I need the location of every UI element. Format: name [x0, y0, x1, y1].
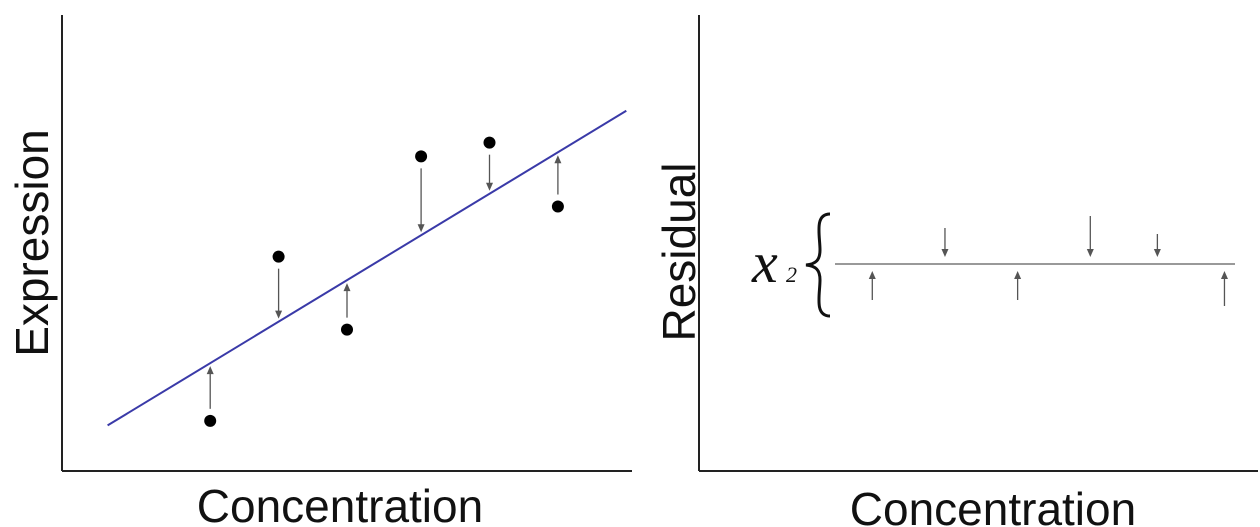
residual-arrow	[206, 366, 214, 409]
residual-arrow	[1086, 216, 1094, 257]
residual-marks	[835, 216, 1235, 306]
fit-marks	[107, 109, 627, 427]
residual-arrow	[275, 268, 283, 319]
residual-arrow	[486, 154, 493, 191]
x2-symbol: x	[751, 230, 778, 295]
data-point	[551, 200, 564, 213]
fit-panel: Concentration Expression	[6, 15, 632, 527]
residual-arrow	[554, 155, 562, 195]
fit-y-axis-title: Expression	[6, 129, 58, 357]
residual-arrow	[1014, 271, 1022, 300]
x2-annotation: x 2	[751, 212, 831, 318]
residual-arrow	[417, 168, 425, 233]
residual-arrow	[1220, 271, 1228, 306]
residual-panel: Concentration Residual x 2	[653, 15, 1258, 527]
data-point	[483, 136, 496, 149]
x2-subscript: 2	[786, 262, 797, 287]
curly-brace-icon	[805, 212, 831, 318]
data-point	[204, 414, 217, 427]
fit-line	[107, 109, 627, 427]
data-point	[341, 323, 353, 336]
data-point	[415, 150, 428, 163]
residual-arrow	[343, 283, 351, 318]
residual-y-axis-title: Residual	[653, 163, 705, 342]
data-point	[272, 250, 285, 263]
residual-x-axis-title: Concentration	[850, 483, 1136, 527]
residual-arrow	[868, 271, 876, 300]
fit-x-axis-title: Concentration	[197, 480, 483, 527]
residual-arrow	[1153, 234, 1161, 257]
residual-arrow	[941, 228, 949, 257]
